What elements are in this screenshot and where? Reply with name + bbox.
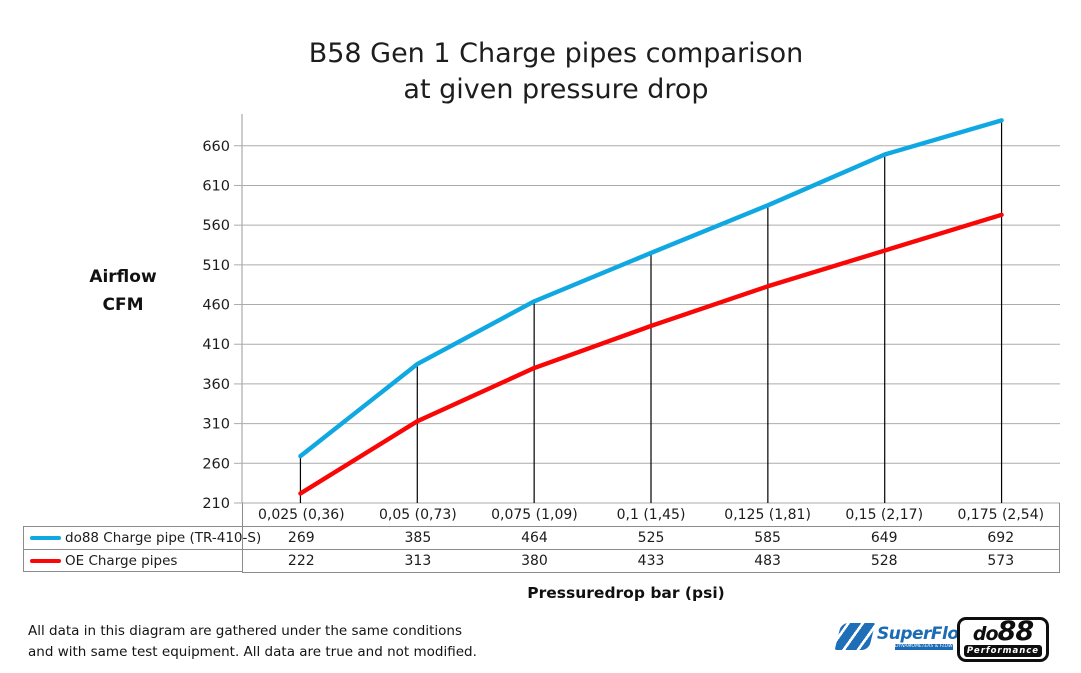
category-label: 0,075 (1,09) — [491, 506, 578, 523]
do88-wordmark: do88 — [960, 618, 1046, 646]
table-cell: 313 — [404, 553, 432, 569]
y-tick-label: 460 — [202, 298, 230, 314]
table-cell: 692 — [987, 530, 1015, 546]
do88-performance-badge: Performance — [964, 645, 1042, 657]
footer-note: All data in this diagram are gathered un… — [28, 621, 477, 663]
category-label: 0,05 (0,73) — [379, 506, 457, 523]
data-table: do88 Charge pipe (TR-410-S) OE Charge pi… — [0, 503, 1081, 573]
line-chart-plot: 210 260 310 360 410 460 510 560 610 660 — [202, 114, 1060, 512]
y-tick-label: 260 — [202, 456, 230, 472]
legend-item-do88: do88 Charge pipe (TR-410-S) — [24, 526, 261, 549]
superflow-logo: SuperFlow DYNAMOMETERS & FLOWBENCHES — [834, 621, 974, 657]
do88-logo: do88 Performance — [957, 617, 1049, 662]
table-cell: 433 — [637, 553, 665, 569]
do88-wordmark-digits: 88 — [997, 616, 1035, 647]
category-header-row: 0,025 (0,36) 0,05 (0,73) 0,075 (1,09) 0,1 (… — [243, 503, 1059, 526]
values-row-do88: 269 385 464 525 585 649 692 — [243, 526, 1059, 549]
table-cell: 528 — [870, 553, 898, 569]
category-label: 0,1 (1,45) — [616, 506, 686, 523]
table-cell: 573 — [987, 553, 1015, 569]
y-tick-label: 210 — [202, 496, 230, 512]
series-name-oe: OE Charge pipes — [65, 553, 178, 569]
category-label: 0,125 (1,81) — [724, 506, 811, 523]
x-axis-title: Pressuredrop bar (psi) — [527, 584, 725, 602]
table-cell: 464 — [521, 530, 548, 546]
footer-note-line1: All data in this diagram are gathered un… — [28, 623, 462, 639]
series-line-0 — [298, 118, 1004, 459]
y-tick-label: 560 — [202, 218, 230, 234]
y-axis-title-line2: CFM — [102, 295, 144, 315]
category-label: 0,175 (2,54) — [957, 506, 1045, 523]
superflow-tagline: DYNAMOMETERS & FLOWBENCHES — [895, 644, 953, 650]
table-cell: 222 — [287, 553, 315, 569]
y-tick-label: 360 — [202, 377, 230, 393]
series-name-do88: do88 Charge pipe (TR-410-S) — [65, 530, 262, 546]
chart-title-line2: at given pressure drop — [403, 74, 709, 105]
y-tick-label: 410 — [202, 337, 230, 353]
y-tick-label: 660 — [202, 139, 230, 155]
table-cell: 269 — [287, 530, 315, 546]
y-tick-label: 510 — [202, 258, 230, 274]
category-label: 0,025 (0,36) — [257, 506, 345, 523]
do88-wordmark-prefix: do — [972, 623, 999, 645]
legend-column: do88 Charge pipe (TR-410-S) OE Charge pi… — [23, 526, 261, 572]
y-axis-title-line1: Airflow — [89, 267, 157, 287]
table-data-area: 0,025 (0,36) 0,05 (0,73) 0,075 (1,09) 0,1 (… — [242, 503, 1060, 573]
chart-title: B58 Gen 1 Charge pipes comparison at giv… — [31, 36, 1081, 108]
table-cell: 380 — [521, 553, 548, 569]
y-axis-title: Airflow CFM — [58, 263, 188, 319]
series-swatch-do88-icon — [30, 536, 61, 540]
legend-item-oe: OE Charge pipes — [24, 549, 242, 572]
series-swatch-oe-icon — [30, 559, 61, 563]
table-cell: 649 — [870, 530, 898, 546]
table-cell: 585 — [754, 530, 781, 546]
superflow-swoosh-icon — [834, 623, 876, 650]
footer-note-line2: and with same test equipment. All data a… — [28, 644, 477, 660]
values-row-oe: 222 313 380 433 483 528 573 — [243, 549, 1059, 572]
y-tick-label: 310 — [202, 417, 230, 433]
y-tick-label: 610 — [202, 178, 230, 194]
table-cell: 483 — [754, 553, 781, 569]
table-cell: 385 — [404, 530, 432, 546]
series-line-1 — [298, 212, 1004, 496]
chart-title-line1: B58 Gen 1 Charge pipes comparison — [308, 38, 804, 69]
category-label: 0,15 (2,17) — [845, 506, 924, 523]
table-cell: 525 — [637, 530, 665, 546]
superflow-wordmark: SuperFlow — [877, 624, 974, 644]
